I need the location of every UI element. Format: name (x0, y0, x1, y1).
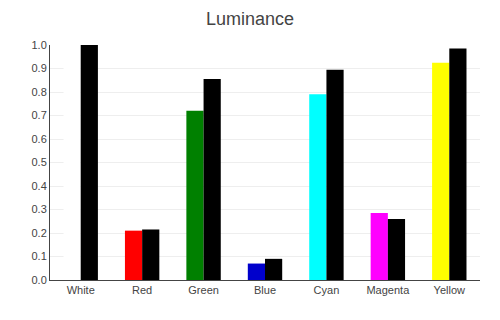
svg-text:Cyan: Cyan (314, 284, 340, 296)
svg-text:Magenta: Magenta (366, 284, 410, 296)
svg-text:0.9: 0.9 (32, 62, 47, 74)
svg-text:1.0: 1.0 (32, 39, 47, 51)
svg-text:0.6: 0.6 (32, 133, 47, 145)
svg-text:Yellow: Yellow (434, 284, 465, 296)
svg-text:0.0: 0.0 (32, 274, 47, 286)
svg-text:Green: Green (188, 284, 219, 296)
svg-text:0.8: 0.8 (32, 86, 47, 98)
svg-text:Red: Red (132, 284, 152, 296)
svg-text:0.1: 0.1 (32, 250, 47, 262)
svg-text:White: White (67, 284, 95, 296)
svg-text:0.4: 0.4 (32, 180, 47, 192)
svg-text:Luminance: Luminance (206, 9, 294, 29)
svg-text:0.7: 0.7 (32, 109, 47, 121)
svg-text:0.3: 0.3 (32, 203, 47, 215)
svg-text:0.5: 0.5 (32, 156, 47, 168)
svg-text:Blue: Blue (254, 284, 276, 296)
svg-text:0.2: 0.2 (32, 227, 47, 239)
